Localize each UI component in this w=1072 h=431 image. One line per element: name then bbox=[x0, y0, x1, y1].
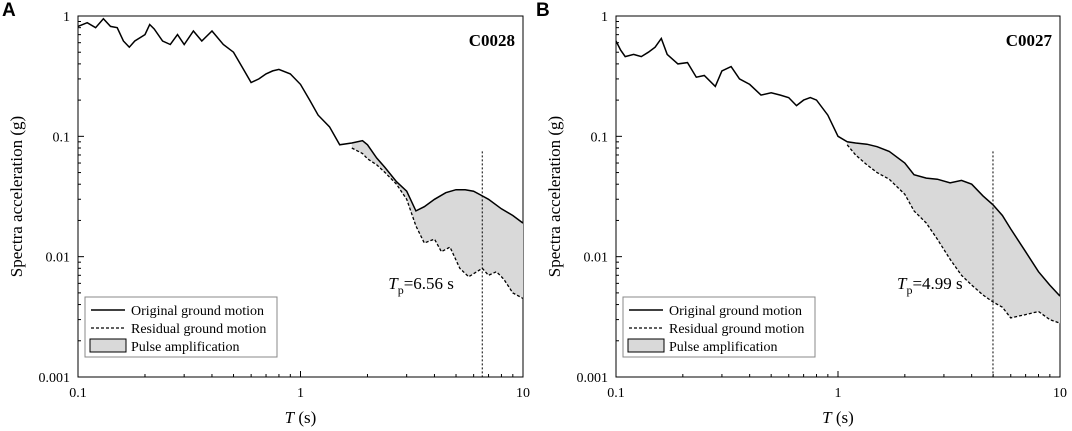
x-tick-label: 10 bbox=[516, 386, 530, 401]
legend-b: Original ground motion Residual ground m… bbox=[622, 296, 816, 358]
legend-entry-pulse: Pulse amplification bbox=[131, 340, 239, 355]
legend-swatch-pulse bbox=[89, 338, 127, 353]
x-axis-label-a: T (s) bbox=[285, 408, 317, 427]
legend-entry-pulse: Pulse amplification bbox=[669, 340, 777, 355]
y-tick-label: 1 bbox=[601, 10, 608, 25]
panel-label-a: A bbox=[2, 0, 16, 21]
x-tick-label: 1 bbox=[297, 386, 304, 401]
original-ground-motion-line-a bbox=[77, 17, 524, 224]
x-tick-label: 1 bbox=[835, 386, 842, 401]
y-axis-label-b: Spectra acceleration (g) bbox=[545, 116, 564, 277]
x-axis-label-b: T (s) bbox=[822, 408, 854, 427]
axis-ticks-b bbox=[615, 15, 1061, 378]
y-tick-label: 0.01 bbox=[584, 251, 609, 266]
y-tick-label: 0.01 bbox=[46, 251, 71, 266]
tp-subscript: p bbox=[398, 283, 404, 297]
record-code-b: C0027 bbox=[1006, 31, 1053, 50]
x-axis-unit: (s) bbox=[832, 408, 854, 427]
legend-entry-original: Original ground motion bbox=[131, 304, 264, 319]
tp-symbol: T bbox=[388, 274, 399, 293]
x-tick-label: 10 bbox=[1053, 386, 1067, 401]
legend-entry-original: Original ground motion bbox=[669, 304, 802, 319]
record-code-a: C0028 bbox=[469, 31, 515, 50]
residual-ground-motion-line-b bbox=[846, 144, 1061, 324]
legend-a: Original ground motion Residual ground m… bbox=[84, 296, 278, 358]
tp-symbol: T bbox=[897, 274, 908, 293]
tp-value: =6.56 s bbox=[404, 274, 454, 293]
tp-value: =4.99 s bbox=[912, 274, 962, 293]
x-axis-symbol: T bbox=[822, 408, 833, 427]
panel-a: A 0.001 0.01 0.1 1 0.1 1 10 T (s) Spectr… bbox=[2, 0, 530, 427]
x-tick-label: 0.1 bbox=[607, 386, 625, 401]
x-axis-symbol: T bbox=[285, 408, 296, 427]
y-tick-label: 0.001 bbox=[577, 371, 609, 386]
pulse-amplification-area-b bbox=[847, 141, 1060, 324]
tp-subscript: p bbox=[906, 283, 912, 297]
residual-ground-motion-line-a bbox=[351, 147, 524, 299]
legend-swatch-pulse bbox=[627, 338, 665, 353]
y-tick-label: 1 bbox=[63, 10, 70, 25]
y-axis-label-a: Spectra acceleration (g) bbox=[7, 116, 26, 277]
axis-ticks-a bbox=[77, 15, 524, 378]
panel-label-b: B bbox=[536, 0, 550, 21]
panel-b: B 0.001 0.01 0.1 1 0.1 1 10 T (s) Spectr… bbox=[536, 0, 1067, 427]
legend-entry-residual: Residual ground motion bbox=[669, 322, 804, 337]
original-ground-motion-line-b bbox=[615, 36, 1061, 297]
x-tick-label: 0.1 bbox=[69, 386, 87, 401]
y-tick-label: 0.1 bbox=[591, 130, 609, 145]
legend-entry-residual: Residual ground motion bbox=[131, 322, 266, 337]
tp-annotation-a: Tp=6.56 s bbox=[388, 274, 454, 297]
tp-annotation-b: Tp=4.99 s bbox=[897, 274, 963, 297]
x-axis-unit: (s) bbox=[294, 408, 316, 427]
y-tick-label: 0.1 bbox=[53, 130, 71, 145]
y-tick-label: 0.001 bbox=[39, 371, 71, 386]
